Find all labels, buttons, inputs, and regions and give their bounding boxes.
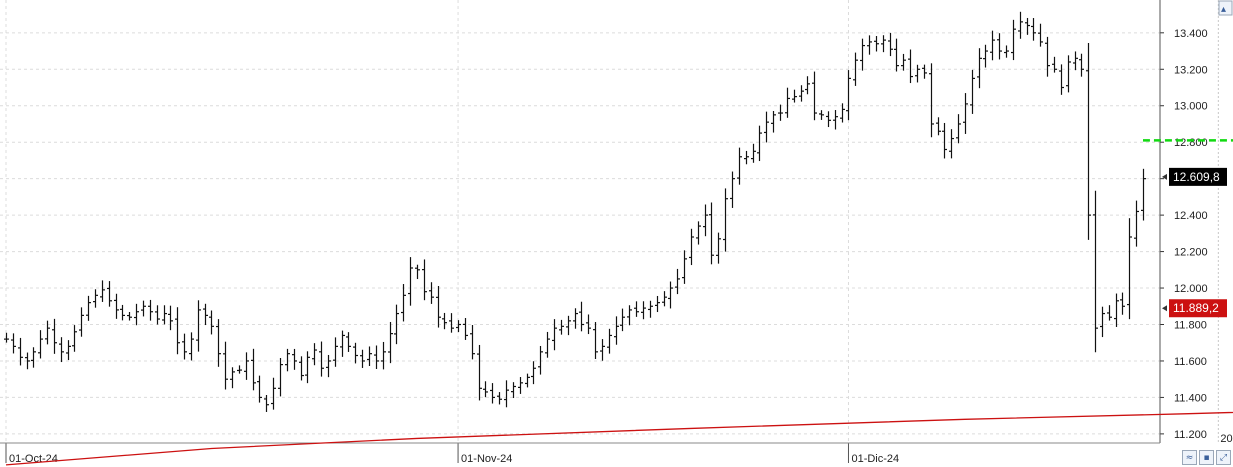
x-tick-label: 01-Nov-24 bbox=[461, 453, 512, 465]
y-tick-label: 12.200 bbox=[1174, 247, 1208, 259]
save-icon: ▪ bbox=[1203, 452, 1210, 463]
ma-price-pointer bbox=[1162, 305, 1167, 312]
expand-button[interactable]: ⤢ bbox=[1216, 450, 1231, 465]
expand-icon: ⤢ bbox=[1219, 452, 1228, 463]
year-label: 2025 bbox=[1220, 433, 1233, 445]
scroll-down-button[interactable]: ≈ bbox=[1182, 450, 1197, 465]
last-price-badge bbox=[1169, 167, 1227, 186]
wave-icon: ≈ bbox=[1185, 452, 1194, 463]
ma-price-badge bbox=[1169, 299, 1227, 318]
ma-price-label: 11.889,2 bbox=[1173, 301, 1219, 315]
y-tick-label: 12.800 bbox=[1174, 137, 1208, 149]
y-tick-label: 13.000 bbox=[1174, 101, 1208, 113]
x-tick-label: 01-Dic-24 bbox=[851, 453, 899, 465]
last-price-pointer bbox=[1162, 173, 1167, 180]
y-tick-label: 13.400 bbox=[1174, 28, 1208, 40]
scroll-up-button bbox=[1218, 0, 1233, 16]
y-tick-label: 11.600 bbox=[1174, 356, 1207, 368]
save-button[interactable]: ▪ bbox=[1199, 450, 1214, 465]
moving-average-line bbox=[5, 411, 1233, 466]
chevron-up-icon: ▴ bbox=[1221, 4, 1226, 15]
y-tick-label: 11.400 bbox=[1174, 392, 1207, 404]
y-tick-label: 12.000 bbox=[1174, 283, 1208, 295]
last-price-label: 12.609,8 bbox=[1173, 170, 1220, 184]
y-tick-label: 12.400 bbox=[1174, 210, 1208, 222]
chart-toolbar: ≈ ▪ ⤢ bbox=[1182, 450, 1231, 465]
y-tick-label: 11.200 bbox=[1174, 429, 1207, 441]
y-tick-label: 13.200 bbox=[1174, 64, 1208, 76]
y-tick-label: 11.800 bbox=[1174, 320, 1207, 332]
